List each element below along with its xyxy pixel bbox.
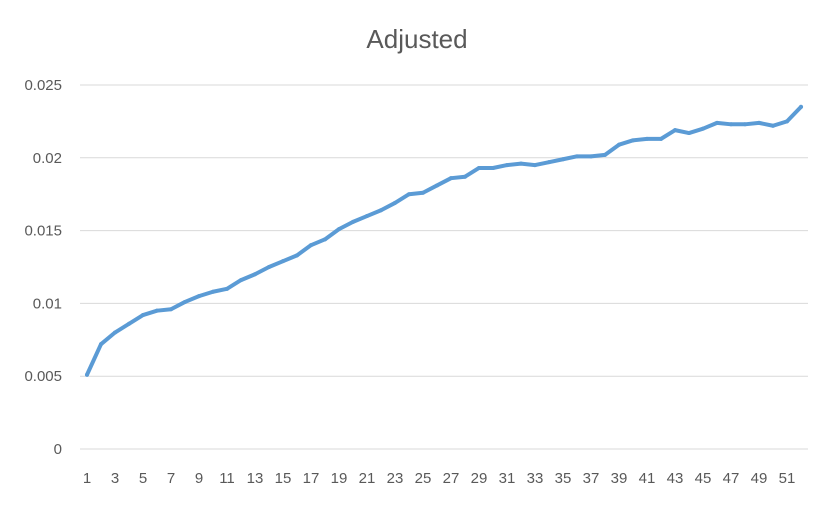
data-point [393, 200, 397, 205]
x-tick-label: 9 [195, 470, 203, 487]
data-point [351, 219, 355, 224]
data-point [211, 289, 215, 294]
data-point [421, 190, 425, 195]
x-tick-label: 13 [247, 470, 264, 487]
x-tick-label: 49 [751, 470, 768, 487]
x-tick-label: 27 [443, 470, 460, 487]
data-point [673, 128, 677, 133]
x-tick-label: 29 [471, 470, 488, 487]
data-point [687, 131, 691, 136]
data-point [659, 136, 663, 141]
data-point [575, 154, 579, 159]
x-tick-label: 1 [83, 470, 91, 487]
data-point [337, 227, 341, 232]
x-tick-label: 25 [415, 470, 432, 487]
x-tick-label: 41 [639, 470, 656, 487]
x-tick-label: 35 [555, 470, 572, 487]
y-axis-ticks: 0 0.005 0.01 0.015 0.02 0.025 [24, 77, 62, 458]
data-point [743, 122, 747, 127]
data-point [463, 174, 467, 179]
x-tick-label: 23 [387, 470, 404, 487]
x-tick-label: 51 [779, 470, 796, 487]
data-point [127, 321, 131, 326]
data-point [323, 237, 327, 242]
data-point [253, 272, 257, 277]
x-tick-label: 7 [167, 470, 175, 487]
data-point [281, 259, 285, 264]
series-layer [85, 104, 803, 377]
x-axis-ticks: 1 3 5 7 9 11 13 15 17 19 21 23 25 27 29 31 33 35 37 39 41 43 4… [83, 470, 796, 487]
data-point [197, 294, 201, 299]
data-point [99, 342, 103, 347]
x-tick-label: 47 [723, 470, 740, 487]
data-point [757, 120, 761, 125]
data-point [295, 253, 299, 258]
data-point [239, 278, 243, 283]
y-tick-label: 0.005 [24, 368, 62, 385]
x-tick-label: 3 [111, 470, 119, 487]
x-tick-label: 5 [139, 470, 147, 487]
data-point [589, 154, 593, 159]
data-point [617, 142, 621, 147]
data-point [785, 119, 789, 124]
chart-title: Adjusted [366, 24, 467, 54]
y-tick-label: 0.025 [24, 77, 62, 94]
data-point [379, 208, 383, 213]
data-point [309, 243, 313, 248]
data-point [561, 157, 565, 162]
y-tick-label: 0 [54, 441, 62, 458]
data-point [603, 152, 607, 157]
data-point [799, 104, 803, 109]
x-tick-label: 19 [331, 470, 348, 487]
x-tick-label: 39 [611, 470, 628, 487]
x-tick-label: 11 [219, 470, 235, 487]
data-point [729, 122, 733, 127]
data-point [169, 307, 173, 312]
data-point [141, 313, 145, 318]
data-point [435, 183, 439, 188]
series-line [85, 104, 803, 377]
data-point [491, 165, 495, 170]
data-point [477, 165, 481, 170]
x-tick-label: 21 [359, 470, 376, 487]
x-tick-label: 15 [275, 470, 292, 487]
gridlines [80, 84, 808, 450]
data-point [113, 330, 117, 335]
data-point [155, 308, 159, 313]
data-point [407, 192, 411, 197]
data-point [533, 163, 537, 168]
data-point [225, 286, 229, 291]
data-point [505, 163, 509, 168]
data-point [645, 136, 649, 141]
x-tick-label: 31 [499, 470, 516, 487]
y-tick-label: 0.01 [33, 295, 62, 312]
data-point [183, 299, 187, 304]
data-point [701, 126, 705, 131]
data-point [547, 160, 551, 165]
x-tick-label: 45 [695, 470, 712, 487]
data-point [449, 176, 453, 181]
data-point [631, 138, 635, 143]
x-tick-label: 17 [303, 470, 320, 487]
data-point [85, 372, 89, 377]
data-point [715, 120, 719, 125]
x-tick-label: 37 [583, 470, 600, 487]
y-tick-label: 0.02 [33, 150, 62, 167]
x-tick-label: 43 [667, 470, 684, 487]
data-point [365, 214, 369, 219]
y-tick-label: 0.015 [24, 223, 62, 240]
x-tick-label: 33 [527, 470, 544, 487]
data-point [267, 265, 271, 269]
data-point [519, 161, 523, 166]
data-point [771, 123, 775, 128]
